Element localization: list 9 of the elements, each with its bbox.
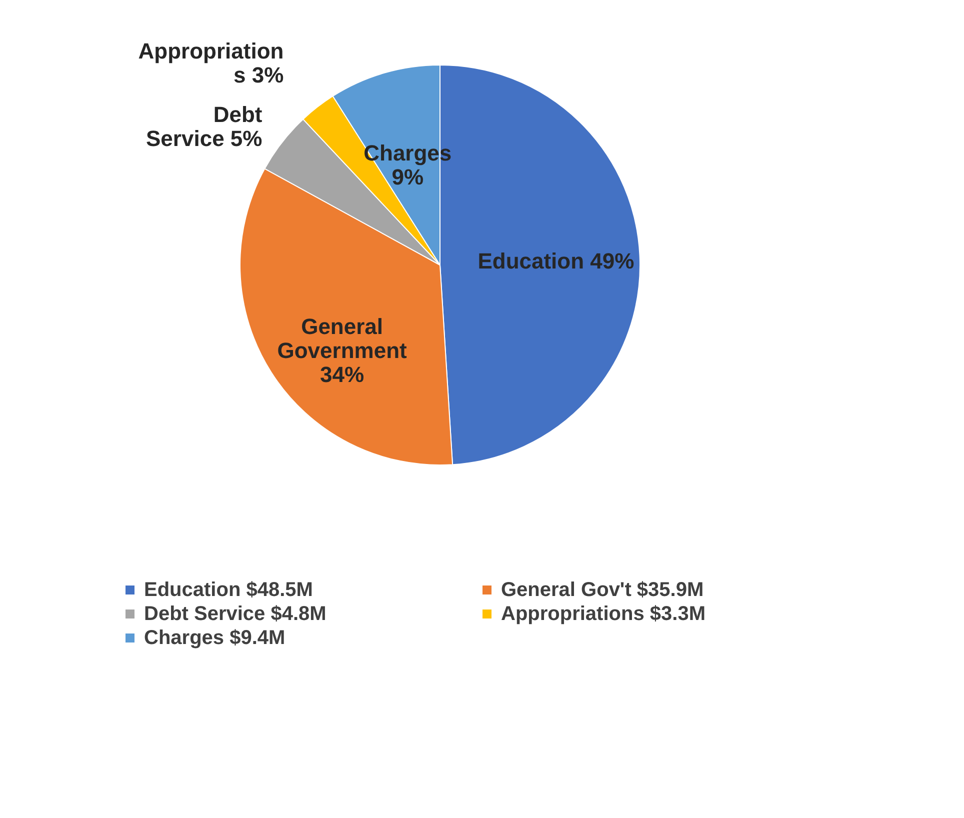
legend-label: General Gov't $35.9M: [501, 579, 704, 601]
legend-label: Debt Service $4.8M: [144, 603, 326, 625]
data-label: Debt Service 5%: [146, 102, 263, 152]
legend-label: Appropriations $3.3M: [501, 603, 706, 625]
data-label: General Government 34%: [277, 314, 408, 388]
data-label: Education 49%: [478, 248, 634, 274]
data-label: Appropriation s 3%: [138, 38, 284, 88]
legend-label: Education $48.5M: [144, 579, 313, 601]
legend-label: Charges $9.4M: [144, 627, 286, 649]
